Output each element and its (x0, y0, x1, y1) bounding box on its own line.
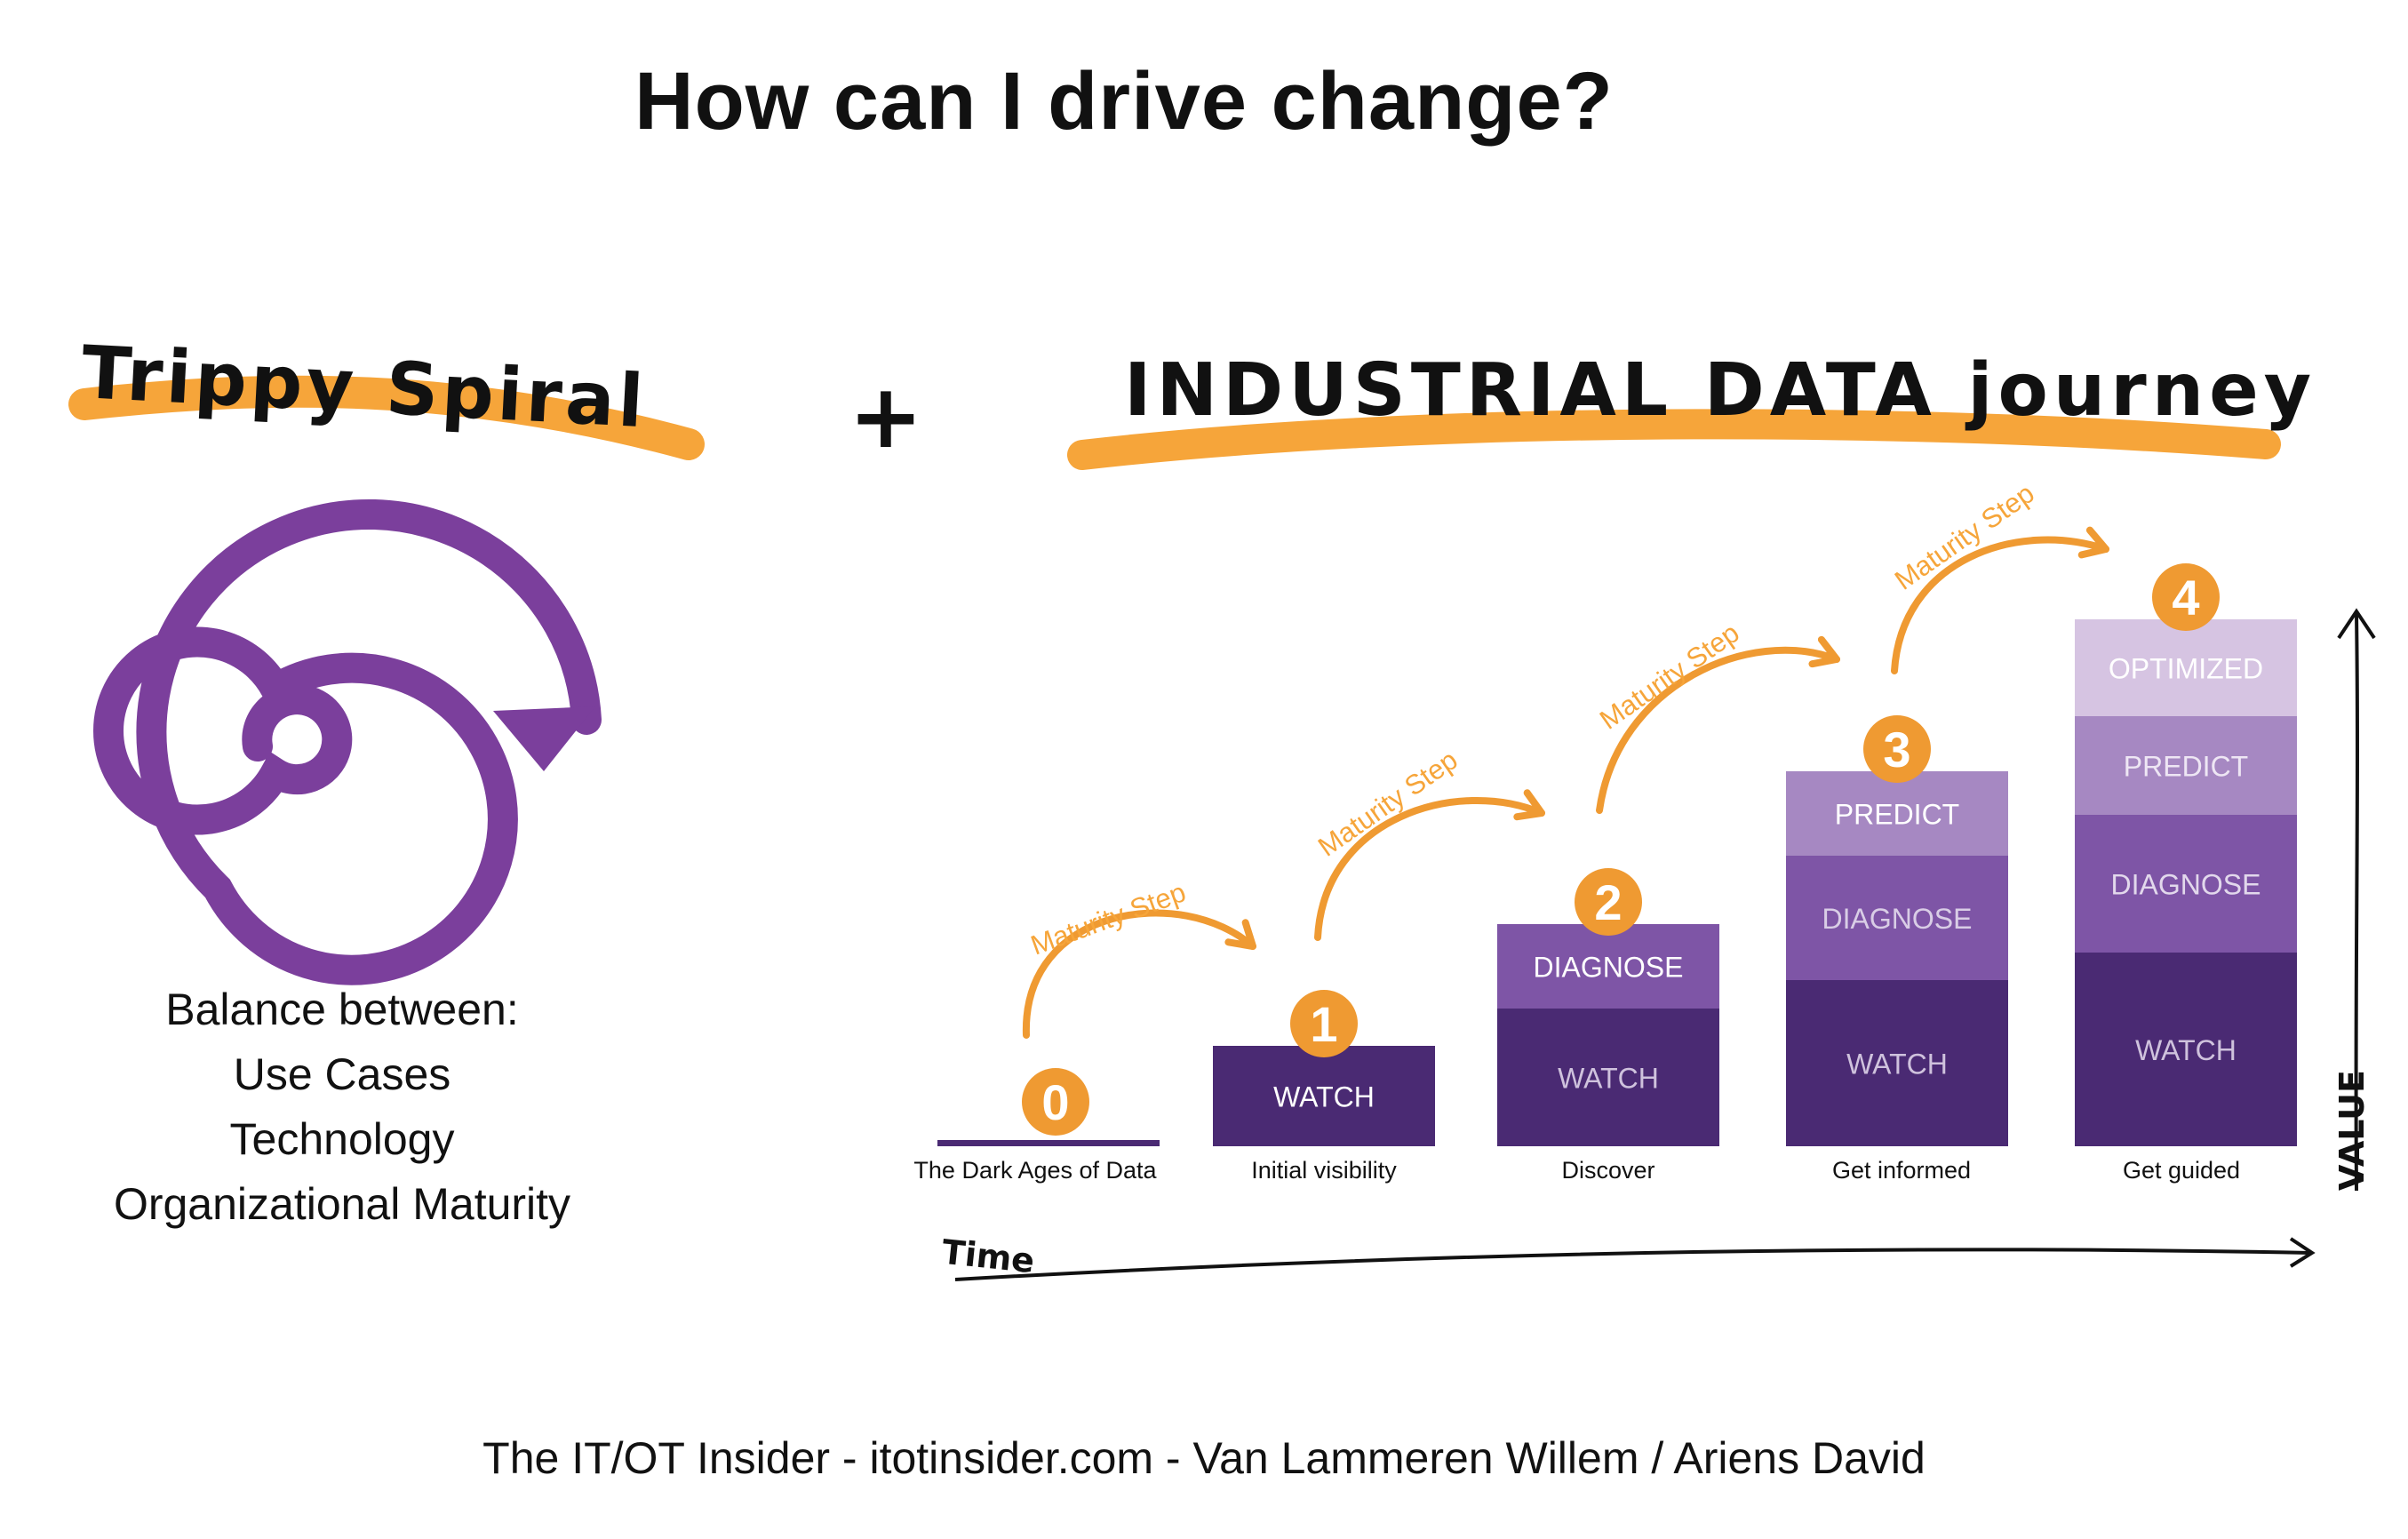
stage-number-badge (2152, 563, 2220, 631)
stage-level-label: DIAGNOSE (1534, 952, 1684, 984)
journey-heading-highlight (1067, 409, 2281, 470)
stage-number-badge (1863, 715, 1931, 783)
maturity-step-arrowhead (2077, 526, 2109, 559)
stage-label: Discover (1561, 1157, 1655, 1184)
maturity-step-arrowhead (1513, 789, 1545, 821)
value-axis-arrowhead (2337, 608, 2376, 640)
stage-label: Get guided (2122, 1157, 2241, 1184)
stage-number: 4 (2172, 570, 2199, 626)
stage-number: 2 (1594, 874, 1622, 930)
stage-badges: 0 1 2 3 4 (1022, 563, 2220, 1136)
stage-bars: WATCH WATCH DIAGNOSE WATCH DIAGNOSE PREDICT WA… (937, 619, 2297, 1146)
balance-line: Technology (229, 1114, 455, 1164)
spiral-heading-highlight (68, 375, 705, 460)
stage-level-block (2075, 716, 2297, 815)
stage-level-block (2075, 815, 2297, 953)
plus-sign: + (849, 364, 923, 468)
maturity-step-label: Maturity Step (1026, 876, 1190, 961)
stage-level-label: DIAGNOSE (2111, 869, 2261, 901)
maturity-step-label: Maturity Step (1594, 617, 1745, 735)
maturity-step-arrowhead (1808, 635, 1840, 668)
maturity-step-arrow (1596, 646, 1840, 814)
balance-line: Balance between: (165, 985, 519, 1034)
stage-level-label: DIAGNOSE (1822, 903, 1973, 935)
maturity-step-arrowhead (1224, 919, 1256, 950)
stage-0-bar (937, 1140, 1160, 1146)
stage-number-badge (1022, 1068, 1089, 1136)
stage-number: 0 (1041, 1074, 1069, 1130)
stage-level-block (1786, 980, 2008, 1146)
stage-level-block (2075, 619, 2297, 716)
stage-number: 3 (1883, 722, 1910, 777)
stage-level-label: WATCH (2135, 1034, 2237, 1066)
journey-heading: INDUSTRIAL DATA journey (1124, 348, 2317, 433)
time-axis-arrowhead (2289, 1237, 2316, 1268)
balance-line: Use Cases (233, 1049, 451, 1099)
footer-credit: The IT/OT Insider - itotinsider.com - Va… (482, 1433, 1926, 1483)
maturity-step-arrow (1314, 797, 1545, 941)
maturity-step-arrow (1891, 536, 2109, 674)
time-axis-line (954, 1248, 2311, 1281)
stage-level-label: WATCH (1273, 1081, 1375, 1113)
stage-number: 1 (1310, 996, 1337, 1052)
stage-level-block (1213, 1046, 1435, 1146)
stage-label: The Dark Ages of Data (913, 1157, 1157, 1184)
maturity-step-label: Maturity Step (1889, 477, 2040, 595)
stage-level-block (1786, 856, 2008, 980)
stage-level-label: WATCH (1846, 1049, 1948, 1080)
page-title: How can I drive change? (634, 56, 1614, 147)
stage-level-block (1786, 771, 2008, 856)
maturity-step-arrow (1022, 909, 1256, 1039)
stage-label: Initial visibility (1251, 1157, 1397, 1184)
stage-level-label: PREDICT (2124, 751, 2248, 783)
stage-level-block (2075, 953, 2297, 1146)
stage-level-block (1497, 1009, 1719, 1146)
value-axis-line (2354, 612, 2359, 1192)
stage-number-badge (1290, 990, 1358, 1057)
spiral-icon (93, 499, 602, 985)
value-axis-label: VALUE (2332, 1070, 2372, 1191)
stage-level-label: PREDICT (1835, 799, 1959, 831)
balance-line: Organizational Maturity (113, 1179, 571, 1229)
balance-text: Balance between: Use Cases Technology Or… (53, 977, 631, 1237)
stage-label: Get informed (1831, 1157, 1972, 1184)
stage-level-label: OPTIMIZED (2109, 653, 2263, 685)
stage-level-label: WATCH (1558, 1063, 1659, 1095)
stage-number-badge (1575, 868, 1642, 936)
stage-level-block (1497, 924, 1719, 1009)
